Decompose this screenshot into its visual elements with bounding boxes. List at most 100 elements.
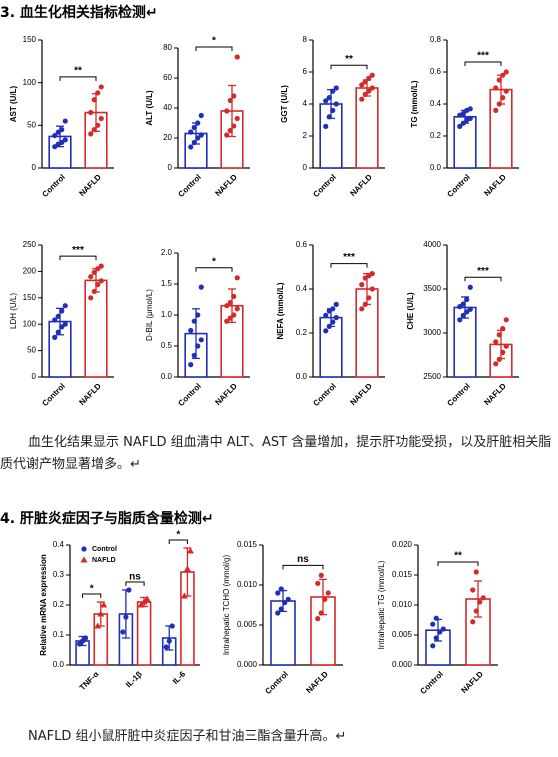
data-point	[333, 85, 339, 91]
y-tick-label: 0.4	[430, 99, 442, 108]
data-point	[195, 343, 201, 349]
data-point	[97, 610, 105, 617]
x-tick-label: Control	[263, 670, 289, 696]
data-point	[369, 72, 375, 78]
data-point	[227, 97, 233, 104]
y-axis-label: LDH (U/L)	[9, 293, 18, 329]
data-point	[460, 111, 466, 117]
data-point	[323, 98, 329, 104]
data-point	[460, 120, 466, 126]
data-point	[98, 278, 104, 284]
x-tick-label: IL-6	[171, 669, 188, 686]
data-point	[493, 361, 499, 367]
data-point	[231, 293, 237, 299]
y-tick-label: 0.2	[430, 131, 442, 140]
data-point	[500, 72, 506, 78]
data-point	[231, 123, 237, 129]
y-tick-label: 4000	[423, 240, 441, 249]
significance-bracket	[464, 61, 502, 66]
x-tick-label: NAFLD	[482, 172, 508, 198]
data-point	[496, 77, 502, 83]
y-tick-label: 6	[303, 67, 308, 76]
y-tick-label: 100	[23, 78, 37, 87]
data-point	[88, 295, 94, 301]
y-tick-label: 0.005	[392, 630, 413, 639]
x-tick-label: Control	[176, 382, 202, 408]
data-point	[473, 569, 479, 575]
y-tick-label: 3500	[423, 284, 441, 293]
data-point	[318, 572, 324, 579]
legend-label: NAFLD	[92, 557, 116, 564]
y-axis-label: CHE (U/L)	[406, 292, 415, 330]
y-axis-label: NEFA (mmol/L)	[276, 282, 285, 339]
x-tick-label: NAFLD	[77, 172, 103, 198]
data-point	[460, 312, 466, 318]
data-point	[473, 608, 479, 614]
y-tick-label: 0.6	[430, 67, 442, 76]
bar	[84, 279, 108, 378]
x-tick-label: IL-1β	[124, 669, 144, 689]
data-point	[369, 271, 375, 277]
data-point	[326, 95, 332, 101]
data-point	[163, 644, 169, 650]
data-point	[191, 352, 197, 358]
data-point	[195, 312, 201, 318]
data-point	[362, 79, 368, 85]
y-axis-label: AST (U/L)	[9, 85, 18, 122]
data-point	[227, 300, 233, 306]
data-point	[95, 90, 101, 96]
data-point	[480, 595, 486, 601]
data-point	[493, 107, 499, 113]
y-axis-label: Intrahepatic TG (mmol/L)	[377, 560, 386, 649]
data-point	[59, 308, 65, 314]
y-tick-label: 0	[168, 163, 173, 172]
data-point	[282, 600, 288, 606]
data-point	[362, 91, 368, 97]
significance-bracket	[330, 64, 368, 70]
data-point	[198, 112, 204, 119]
data-point	[59, 127, 65, 133]
y-tick-label: 150	[23, 35, 37, 44]
data-point	[224, 132, 230, 138]
x-tick-label: NAFLD	[482, 381, 508, 407]
data-point	[191, 124, 197, 131]
data-point	[326, 323, 332, 329]
significance-bracket	[125, 581, 145, 586]
significance-bracket	[282, 564, 324, 570]
data-point	[440, 626, 446, 632]
data-point	[437, 629, 443, 635]
data-point	[278, 586, 284, 592]
data-point	[496, 332, 502, 338]
significance-bracket	[330, 263, 368, 268]
data-point	[52, 334, 58, 340]
y-tick-label: 2.0	[161, 248, 173, 257]
bar	[136, 601, 152, 666]
x-tick-label: TNF-α	[78, 669, 101, 692]
data-point	[500, 95, 506, 101]
data-point	[234, 115, 240, 122]
data-point	[234, 54, 240, 60]
data-point	[180, 592, 188, 599]
data-point	[503, 343, 509, 349]
y-tick-label: 250	[23, 240, 37, 249]
data-point	[198, 284, 204, 290]
y-tick-label: 0	[32, 163, 37, 172]
data-point	[224, 318, 230, 324]
significance-bracket	[464, 276, 502, 282]
significance-label: *	[212, 36, 216, 47]
y-tick-label: 20	[163, 133, 172, 142]
data-point	[169, 623, 175, 629]
data-point	[55, 313, 61, 319]
y-tick-label: 0.4	[296, 284, 308, 293]
legend-label: Control	[92, 546, 117, 553]
y-tick-label: 0	[303, 163, 308, 172]
y-tick-label: 0.010	[237, 580, 258, 589]
x-tick-label: NAFLD	[213, 172, 239, 198]
significance-label: ***	[477, 266, 489, 277]
data-point	[231, 312, 237, 318]
data-point	[470, 619, 476, 625]
x-tick-label: NAFLD	[459, 669, 485, 695]
data-point	[430, 621, 436, 627]
data-point	[366, 88, 372, 94]
